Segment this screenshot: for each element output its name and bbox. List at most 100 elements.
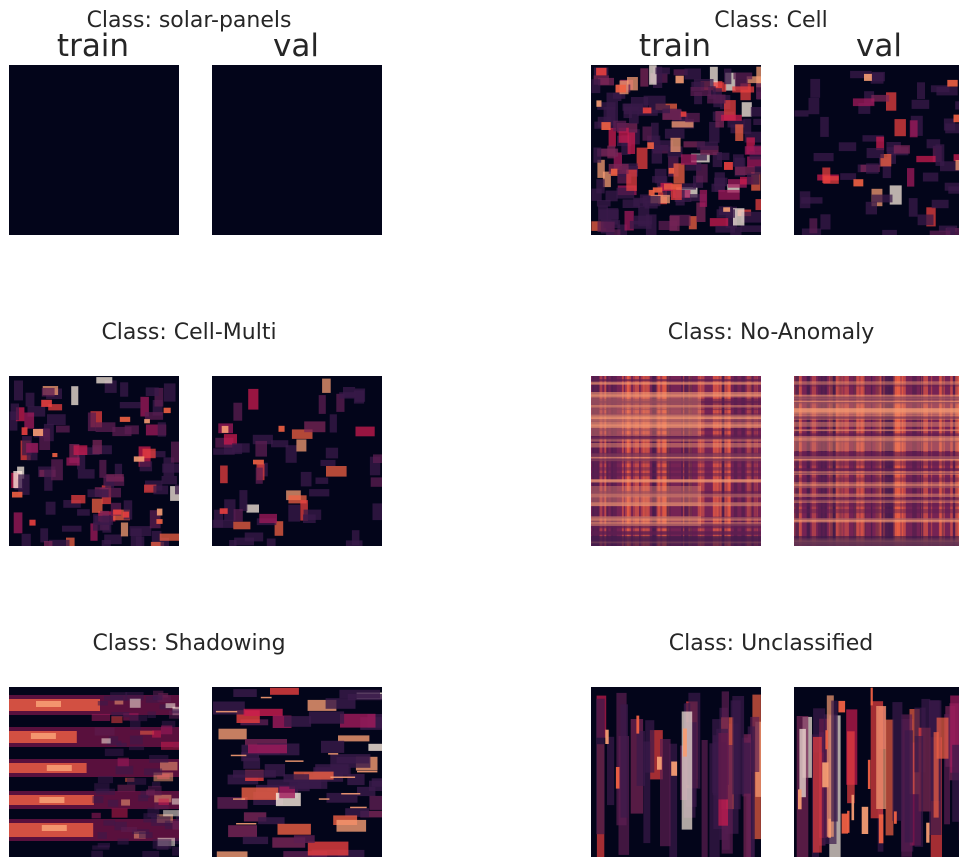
density-block [674, 163, 685, 183]
density-block [655, 169, 667, 184]
density-block [598, 222, 615, 232]
density-block [598, 78, 614, 86]
density-hotspot [926, 823, 929, 843]
density-hotspot [669, 168, 674, 174]
density-block [945, 183, 959, 191]
density-block [286, 445, 297, 463]
density-strip [847, 731, 855, 803]
density-block [103, 820, 115, 825]
density-block [108, 800, 118, 807]
density-block [800, 191, 811, 208]
density-strip [886, 720, 894, 836]
density-block [910, 120, 918, 137]
density-block [606, 191, 618, 202]
density-hotspot [723, 207, 730, 212]
density-block [71, 495, 85, 503]
density-strip [702, 740, 708, 857]
heatmap-svg [212, 65, 382, 235]
density-edge [794, 536, 959, 546]
heatmap-unclassified-train [591, 687, 761, 857]
density-block [747, 174, 760, 185]
density-strip [716, 729, 728, 800]
density-block [339, 690, 380, 699]
density-block [140, 731, 154, 735]
density-block [294, 835, 315, 843]
density-block [718, 190, 739, 200]
density-row [591, 392, 761, 396]
density-streak [328, 753, 338, 755]
density-strip [876, 706, 886, 809]
density-streak [236, 823, 256, 825]
density-hotspot [113, 510, 121, 515]
panel-title-no-anomaly: Class: No-Anomaly [668, 322, 875, 344]
density-row [591, 459, 761, 463]
density-block [753, 119, 761, 125]
density-hotspot [36, 701, 61, 707]
density-streak [330, 777, 355, 779]
density-block [309, 711, 344, 723]
heatmap-svg [794, 376, 959, 546]
density-block [371, 477, 382, 486]
density-block [74, 445, 88, 455]
density-block [322, 379, 331, 393]
panel-title-shadowing: Class: Shadowing [92, 633, 285, 655]
density-streak [261, 697, 272, 699]
density-block [98, 843, 110, 847]
density-block [138, 795, 148, 802]
density-block [164, 383, 176, 401]
density-block [319, 395, 326, 414]
heatmap-cell-multi-val [212, 376, 382, 546]
density-block [148, 712, 156, 719]
density-hotspot [871, 688, 873, 706]
density-block [894, 145, 910, 153]
density-block [707, 95, 725, 104]
density-hotspot [605, 730, 608, 744]
density-row [794, 486, 959, 487]
density-block [143, 813, 156, 822]
density-block [326, 448, 338, 459]
density-block [130, 736, 143, 745]
heatmap-svg [591, 65, 761, 235]
density-row [794, 381, 959, 384]
density-block [337, 757, 370, 764]
density-block [111, 716, 122, 723]
density-hotspot [22, 427, 28, 435]
density-block [153, 486, 168, 495]
density-block [664, 184, 682, 190]
density-block [598, 206, 608, 222]
density-hotspot [825, 730, 828, 749]
density-block [98, 832, 107, 839]
column-label-val: val [856, 31, 902, 62]
density-block [909, 198, 918, 217]
density-block [51, 459, 63, 480]
density-hotspot [39, 797, 64, 803]
density-block [271, 440, 288, 447]
density-block [637, 148, 648, 169]
density-hotspot [649, 190, 655, 196]
density-block [655, 68, 670, 75]
density-block [700, 190, 707, 207]
density-block [643, 127, 652, 141]
density-block [24, 413, 34, 429]
density-block [270, 688, 299, 695]
density-block [162, 476, 177, 484]
density-hotspot [894, 811, 897, 823]
density-block [92, 796, 103, 803]
density-hotspot [596, 68, 606, 76]
panel-title-unclassified: Class: Unclassified [669, 633, 873, 655]
density-strip [732, 696, 744, 794]
density-block [159, 799, 169, 805]
panel-title-cell-multi: Class: Cell-Multi [101, 322, 276, 344]
density-hotspot [681, 112, 687, 117]
density-block [149, 755, 168, 763]
density-block [66, 458, 79, 466]
heatmap-cell-val [794, 65, 959, 235]
density-block [308, 842, 349, 856]
density-block [665, 129, 685, 139]
density-block [118, 839, 129, 845]
column-label-train: train [57, 31, 129, 62]
density-block [166, 703, 176, 708]
density-block [745, 146, 761, 155]
density-block [735, 124, 743, 141]
density-block [347, 774, 364, 785]
